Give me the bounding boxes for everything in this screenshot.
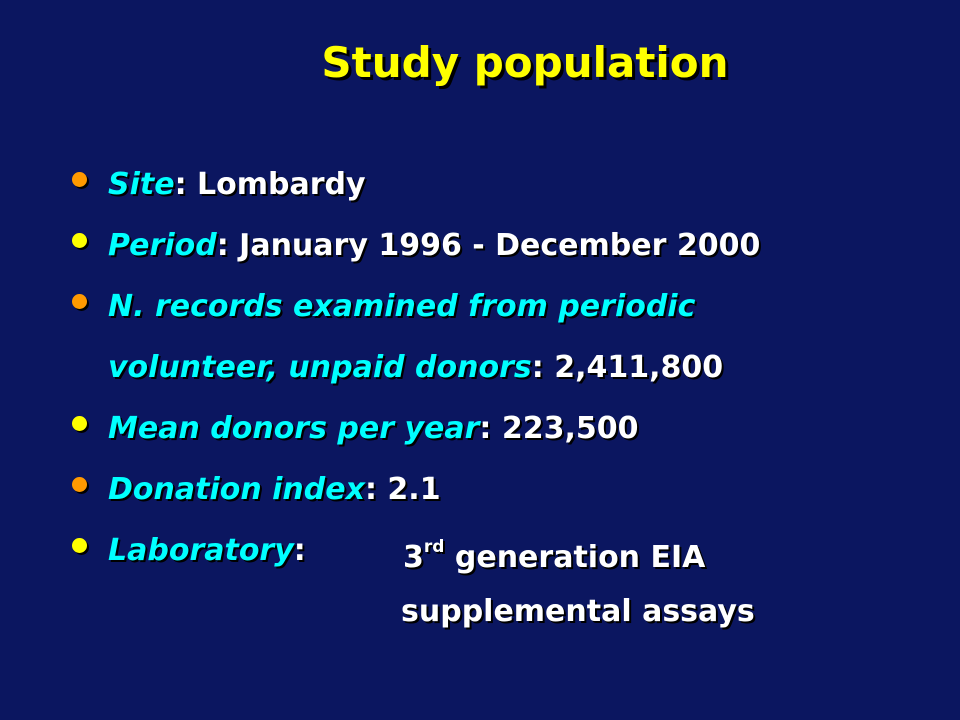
bullet-value: 2.1 <box>387 472 441 507</box>
bullet-term: Donation index <box>108 472 365 507</box>
bullet-dot-icon <box>72 172 87 187</box>
bullet-separator: : <box>531 350 555 385</box>
bullet-item-records: N. records examined from periodic <box>68 282 948 343</box>
bullet-item-mean-donors: Mean donors per year: 223,500 <box>68 404 948 465</box>
bullet-item-records-continued: volunteer, unpaid donors: 2,411,800 <box>68 343 948 404</box>
bullet-dot-icon <box>72 416 87 431</box>
bullet-value: January 1996 - December 2000 <box>239 228 761 263</box>
bullet-term: Period <box>108 228 217 263</box>
bullet-term-continued: volunteer, unpaid donors <box>108 350 532 385</box>
bullet-value: 2,411,800 <box>554 350 724 385</box>
bullet-list: Site: Lombardy Period: January 1996 - De… <box>68 160 948 648</box>
bullet-value: 3rd generation EIA <box>403 537 706 575</box>
bullet-dot-icon <box>72 294 87 309</box>
bullet-item-period: Period: January 1996 - December 2000 <box>68 221 948 282</box>
bullet-separator: : <box>293 533 306 568</box>
bullet-term: Laboratory <box>108 533 294 568</box>
bullet-item-laboratory-continued: supplemental assays <box>68 587 948 648</box>
bullet-item-laboratory: Laboratory: 3rd generation EIA <box>68 526 948 587</box>
bullet-value: 223,500 <box>501 411 639 446</box>
slide-title: Study population <box>321 38 729 87</box>
bullet-separator: : <box>216 228 240 263</box>
bullet-dot-icon <box>72 477 87 492</box>
bullet-separator: : <box>174 167 198 202</box>
bullet-term: Mean donors per year <box>108 411 480 446</box>
bullet-value-continued: supplemental assays <box>401 594 755 629</box>
bullet-separator: : <box>479 411 502 446</box>
bullet-dot-icon <box>72 233 87 248</box>
bullet-value: Lombardy <box>197 167 366 202</box>
bullet-term: N. records examined from periodic <box>108 289 696 324</box>
bullet-term: Site <box>108 167 175 202</box>
bullet-separator: : <box>364 472 388 507</box>
bullet-item-site: Site: Lombardy <box>68 160 948 221</box>
bullet-dot-icon <box>72 538 87 553</box>
bullet-item-donation-index: Donation index: 2.1 <box>68 465 948 526</box>
